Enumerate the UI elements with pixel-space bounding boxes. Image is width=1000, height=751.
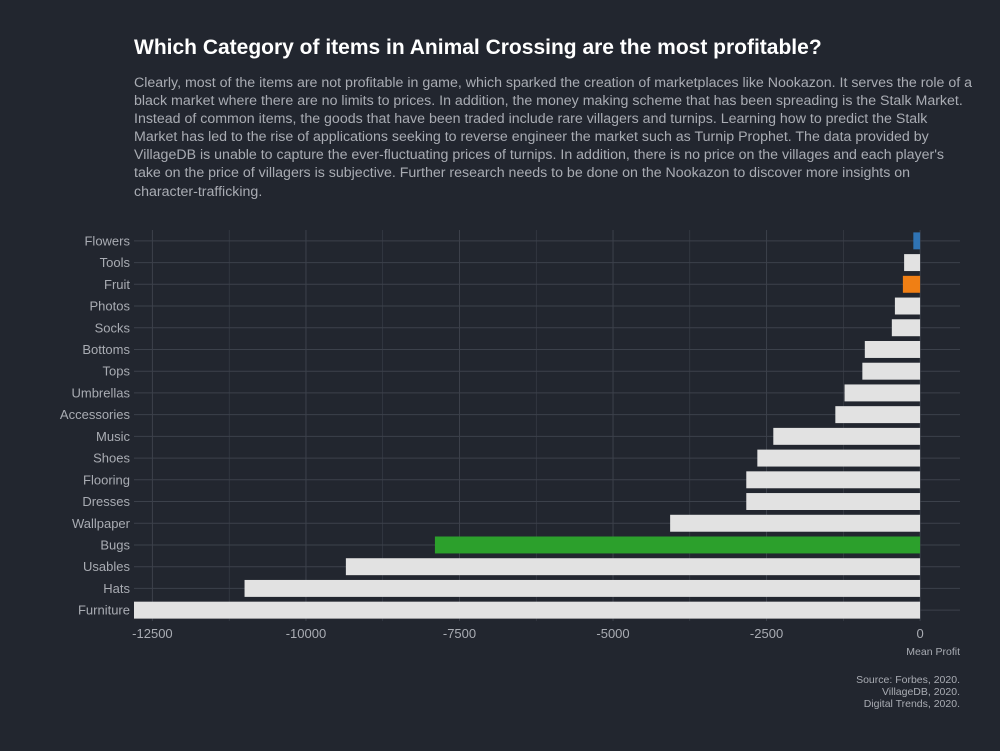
y-tick-label: Fruit [104, 277, 130, 292]
y-tick-label: Flooring [83, 472, 130, 487]
x-tick-label: 0 [916, 626, 923, 641]
source-caption: Source: Forbes, 2020. VillageDB, 2020. D… [856, 674, 960, 711]
bar-bottoms [864, 341, 921, 358]
bar-fruit [902, 275, 921, 293]
x-tick-label: -7500 [443, 626, 476, 641]
bar-tops [862, 362, 921, 380]
x-tick-label: -12500 [132, 626, 172, 641]
y-tick-label: Wallpaper [72, 516, 131, 531]
bar-wallpaper [670, 514, 921, 532]
caption-line: VillageDB, 2020. [881, 686, 960, 699]
caption-line: Source: Forbes, 2020. [856, 674, 960, 686]
x-tick-label: -10000 [286, 626, 326, 641]
bar-socks [891, 319, 921, 337]
bar-bugs [434, 536, 921, 554]
bar-usables [345, 558, 921, 576]
x-tick-label: -2500 [750, 626, 783, 641]
y-tick-label: Usables [83, 559, 130, 574]
bar-accessories [835, 406, 921, 424]
bar-flooring [746, 471, 921, 489]
caption-line: Digital Trends, 2020. [863, 698, 960, 711]
bar-furniture [134, 601, 921, 619]
bar-hats [244, 579, 921, 597]
chart-title: Which Category of items in Animal Crossi… [134, 36, 822, 59]
bar-flowers [913, 232, 921, 250]
y-tick-label: Tools [100, 255, 131, 270]
y-tick-label: Bottoms [82, 342, 130, 357]
y-tick-label: Flowers [84, 233, 130, 248]
bar-dresses [746, 493, 921, 510]
y-axis-labels: Flowers Tools Fruit Photos Socks Bottoms Tops U… [60, 233, 131, 617]
y-tick-label: Furniture [78, 603, 130, 618]
y-tick-label: Photos [90, 299, 131, 314]
chart-subtitle: Clearly, most of the items are not profi… [134, 75, 972, 200]
y-tick-label: Shoes [93, 451, 130, 466]
bar-tools [904, 254, 921, 272]
x-axis-title: Mean Profit [906, 646, 960, 658]
bar-music [773, 427, 921, 445]
y-tick-label: Accessories [60, 407, 131, 422]
bar-photos [894, 297, 921, 315]
y-tick-label: Socks [95, 320, 131, 335]
y-tick-label: Music [96, 429, 130, 444]
y-tick-label: Tops [103, 364, 131, 379]
y-tick-label: Dresses [82, 494, 130, 509]
bars [134, 232, 921, 619]
y-tick-label: Bugs [100, 537, 130, 552]
bar-umbrellas [844, 384, 921, 402]
bar-shoes [757, 449, 921, 467]
y-tick-label: Umbrellas [71, 385, 130, 400]
x-axis-labels: -12500 -10000 -7500 -5000 -2500 0 [132, 626, 924, 641]
x-tick-label: -5000 [596, 626, 629, 641]
y-tick-label: Hats [103, 581, 130, 596]
